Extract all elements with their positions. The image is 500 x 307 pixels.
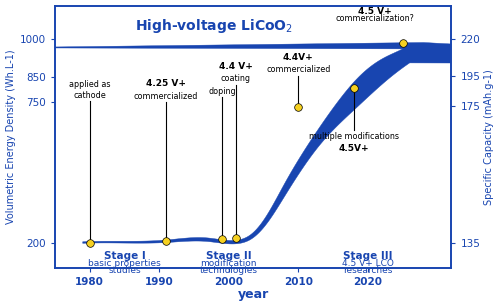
Text: commercialized: commercialized (134, 92, 198, 101)
Text: studies: studies (108, 266, 140, 275)
Y-axis label: Specific Capacity (mAh.g-1): Specific Capacity (mAh.g-1) (484, 69, 494, 205)
Text: modification: modification (200, 259, 257, 268)
Text: coating: coating (220, 74, 250, 83)
Text: 4.5V+: 4.5V+ (338, 144, 370, 154)
Text: 4.5 V+ LCO: 4.5 V+ LCO (342, 259, 394, 268)
Text: 4.25 V+: 4.25 V+ (146, 80, 186, 88)
Text: 4.4V+: 4.4V+ (283, 52, 314, 62)
Text: commercialization?: commercialization? (336, 14, 414, 23)
Polygon shape (0, 42, 500, 244)
Text: multiple modifications: multiple modifications (309, 132, 399, 141)
Text: Stage I: Stage I (104, 251, 146, 262)
Text: 4.4 V+: 4.4 V+ (219, 61, 252, 71)
Text: commercialized: commercialized (266, 65, 330, 74)
Text: High-voltage LiCoO$_2$: High-voltage LiCoO$_2$ (134, 17, 292, 35)
Text: Stage II: Stage II (206, 251, 252, 262)
Text: researches: researches (343, 266, 392, 275)
Text: basic properties: basic properties (88, 259, 161, 268)
Text: applied as
cathode: applied as cathode (69, 80, 110, 100)
Text: Stage III: Stage III (343, 251, 392, 262)
Y-axis label: Volumetric Energy Density (Wh.L-1): Volumetric Energy Density (Wh.L-1) (6, 49, 16, 224)
Text: technologies: technologies (200, 266, 258, 275)
Text: doping: doping (208, 87, 236, 96)
Text: 4.5 V+: 4.5 V+ (358, 7, 392, 16)
X-axis label: year: year (238, 289, 269, 301)
